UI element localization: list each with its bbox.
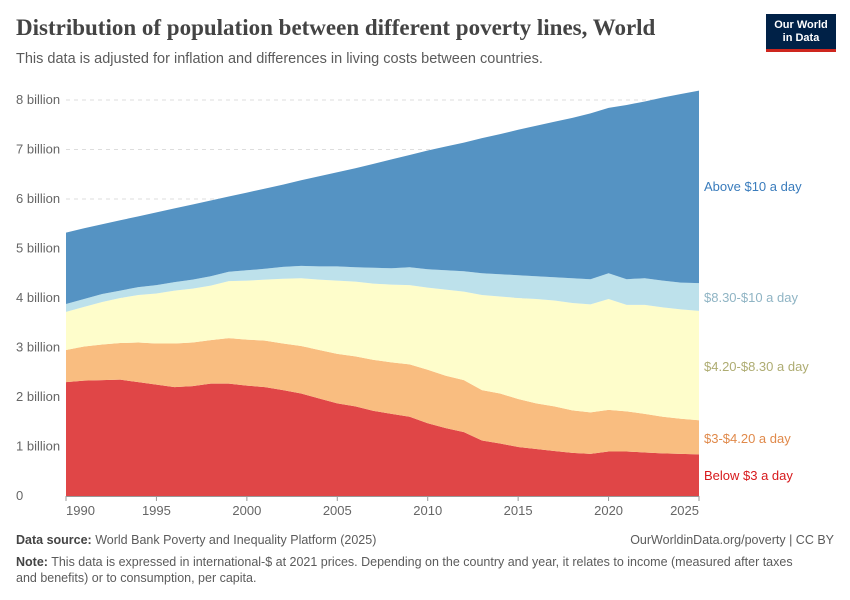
chart-title: Distribution of population between diffe… [16, 15, 656, 40]
x-tick-label: 2000 [232, 503, 261, 518]
source-label: Data source: [16, 533, 92, 547]
x-tick-label: 2005 [323, 503, 352, 518]
series-label: Below $3 a day [704, 468, 793, 483]
x-tick-label: 2010 [413, 503, 442, 518]
y-tick-label: 7 billion [16, 142, 60, 157]
x-tick-label: 2025 [670, 503, 699, 518]
x-tick-label: 2020 [594, 503, 623, 518]
chart-subtitle: This data is adjusted for inflation and … [16, 51, 543, 67]
area-below-3-a-day[interactable] [66, 379, 699, 496]
series-label: $8.30-$10 a day [704, 290, 798, 305]
series-label: $3-$4.20 a day [704, 431, 791, 446]
y-tick-label: 1 billion [16, 439, 60, 454]
y-tick-label: 3 billion [16, 340, 60, 355]
y-tick-label: 5 billion [16, 241, 60, 256]
logo-line-1: Our World [774, 19, 828, 31]
x-tick-label: 2015 [504, 503, 533, 518]
note: Note: This data is expressed in internat… [16, 554, 816, 586]
data-source: Data source: World Bank Poverty and Ineq… [16, 533, 376, 547]
area--4-20-8-30-a-day[interactable] [66, 278, 699, 421]
note-label: Note: [16, 555, 48, 569]
series-label: Above $10 a day [704, 179, 802, 194]
y-tick-label: 6 billion [16, 191, 60, 206]
series-label: $4.20-$8.30 a day [704, 359, 809, 374]
y-tick-label: 0 [16, 488, 23, 503]
y-tick-label: 8 billion [16, 92, 60, 107]
logo-line-2: in Data [782, 32, 820, 44]
area--8-30-10-a-day[interactable] [66, 265, 699, 312]
y-tick-label: 2 billion [16, 389, 60, 404]
area--3-4-20-a-day[interactable] [66, 338, 699, 455]
area-above-10-a-day[interactable] [66, 90, 699, 304]
source-url[interactable]: OurWorldinData.org/poverty | CC BY [630, 533, 834, 547]
source-text[interactable]: World Bank Poverty and Inequality Platfo… [95, 533, 377, 547]
note-text: This data is expressed in international-… [16, 555, 793, 585]
owid-logo[interactable]: Our World in Data [766, 14, 836, 52]
x-tick-label: 1990 [66, 503, 95, 518]
y-tick-label: 4 billion [16, 290, 60, 305]
x-tick-label: 1995 [142, 503, 171, 518]
